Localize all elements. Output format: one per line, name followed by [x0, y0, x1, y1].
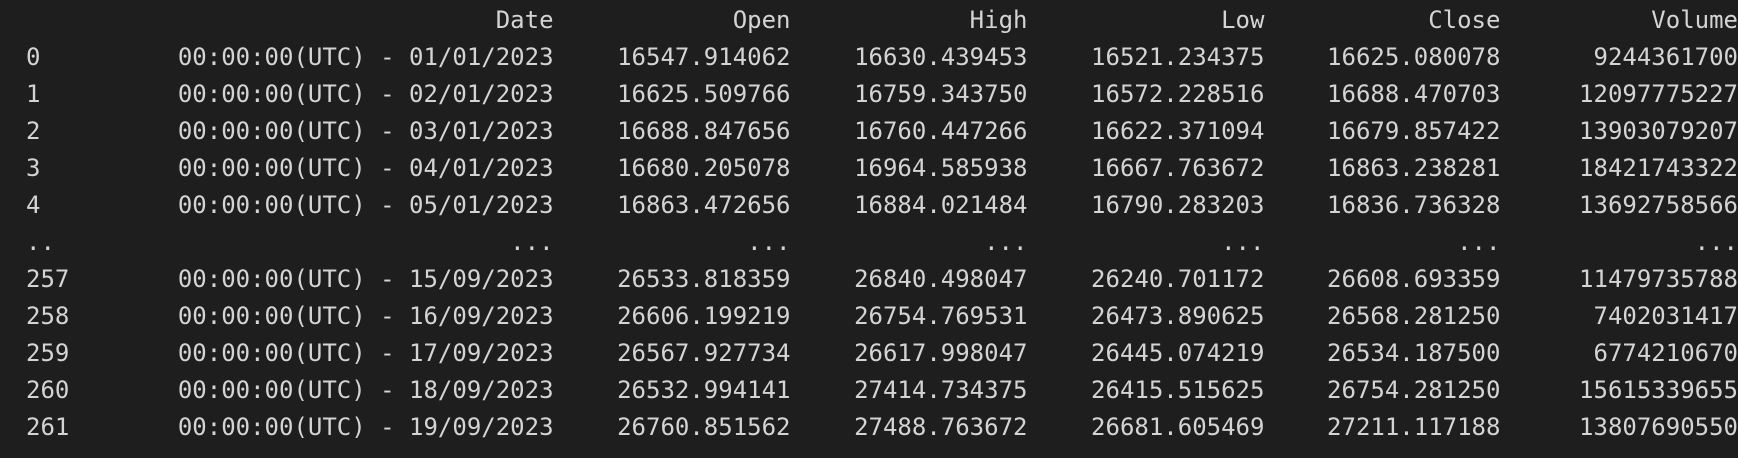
- close-cell: 26568.281250: [1327, 302, 1501, 330]
- open-header: Open: [732, 6, 791, 34]
- low-cell: 26445.074219: [1091, 339, 1265, 367]
- open-cell: ...: [747, 228, 791, 256]
- low-cell: 26240.701172: [1091, 265, 1265, 293]
- close-cell: 16836.736328: [1327, 191, 1501, 219]
- volume-cell: 13903079207: [1579, 117, 1738, 145]
- volume-cell: 18421743322: [1579, 154, 1738, 182]
- high-cell: 26754.769531: [854, 302, 1028, 330]
- low-cell: 16667.763672: [1091, 154, 1265, 182]
- row-index: 2: [26, 117, 41, 145]
- open-cell: 16625.509766: [617, 80, 791, 108]
- high-cell: 16964.585938: [854, 154, 1028, 182]
- row-index: 258: [26, 302, 70, 330]
- low-cell: 26415.515625: [1091, 376, 1265, 404]
- high-cell: 27414.734375: [854, 376, 1028, 404]
- high-header: High: [969, 6, 1028, 34]
- high-cell: 16760.447266: [854, 117, 1028, 145]
- volume-cell: 9244361700: [1593, 43, 1738, 71]
- table-row: 4 00:00:00(UTC) - 05/01/2023 16863.472656 1…: [26, 187, 1738, 224]
- volume-header: Volume: [1651, 6, 1738, 34]
- volume-cell: 13692758566: [1579, 191, 1738, 219]
- volume-cell: ...: [1694, 228, 1738, 256]
- date-header: Date: [495, 6, 554, 34]
- table-row: 258 00:00:00(UTC) - 16/09/2023 26606.19921…: [26, 298, 1738, 335]
- open-cell: 16863.472656: [617, 191, 791, 219]
- date-cell: 00:00:00(UTC) - 19/09/2023: [177, 413, 554, 441]
- low-header: Low: [1221, 6, 1265, 34]
- open-cell: 26606.199219: [617, 302, 791, 330]
- volume-cell: 13807690550: [1579, 413, 1738, 441]
- row-index: 0: [26, 43, 41, 71]
- date-cell: 00:00:00(UTC) - 16/09/2023: [177, 302, 554, 330]
- table-row: 1 00:00:00(UTC) - 02/01/2023 16625.509766 1…: [26, 76, 1738, 113]
- date-cell: 00:00:00(UTC) - 03/01/2023: [177, 117, 554, 145]
- low-cell: 16622.371094: [1091, 117, 1265, 145]
- table-row: 260 00:00:00(UTC) - 18/09/2023 26532.99414…: [26, 372, 1738, 409]
- volume-cell: 11479735788: [1579, 265, 1738, 293]
- row-index: 261: [26, 413, 70, 441]
- table-row: 2 00:00:00(UTC) - 03/01/2023 16688.847656 1…: [26, 113, 1738, 150]
- open-cell: 26760.851562: [617, 413, 791, 441]
- close-cell: 16688.470703: [1327, 80, 1501, 108]
- dataframe-table: Date Open High Low Close Volume 0 00:00:0…: [26, 2, 1738, 446]
- open-cell: 16547.914062: [617, 43, 791, 71]
- high-cell: 26617.998047: [854, 339, 1028, 367]
- date-cell: 00:00:00(UTC) - 05/01/2023: [177, 191, 554, 219]
- close-cell: 26534.187500: [1327, 339, 1501, 367]
- close-header: Close: [1428, 6, 1501, 34]
- table-row: 257 00:00:00(UTC) - 15/09/2023 26533.81835…: [26, 261, 1738, 298]
- volume-cell: 12097775227: [1579, 80, 1738, 108]
- row-index: ..: [26, 228, 55, 256]
- volume-cell: 15615339655: [1579, 376, 1738, 404]
- volume-cell: 6774210670: [1593, 339, 1738, 367]
- table-row: 259 00:00:00(UTC) - 17/09/2023 26567.92773…: [26, 335, 1738, 372]
- close-cell: 26754.281250: [1327, 376, 1501, 404]
- date-cell: 00:00:00(UTC) - 15/09/2023: [177, 265, 554, 293]
- low-cell: 16790.283203: [1091, 191, 1265, 219]
- high-cell: 16759.343750: [854, 80, 1028, 108]
- row-index: 3: [26, 154, 41, 182]
- table-row: 3 00:00:00(UTC) - 04/01/2023 16680.205078 1…: [26, 150, 1738, 187]
- low-cell: 16521.234375: [1091, 43, 1265, 71]
- index-header: [26, 2, 103, 39]
- open-cell: 26532.994141: [617, 376, 791, 404]
- open-cell: 26533.818359: [617, 265, 791, 293]
- table-row: ....................: [26, 224, 1738, 261]
- low-cell: 26473.890625: [1091, 302, 1265, 330]
- open-cell: 16688.847656: [617, 117, 791, 145]
- close-cell: 16625.080078: [1327, 43, 1501, 71]
- high-cell: 27488.763672: [854, 413, 1028, 441]
- low-cell: ...: [1221, 228, 1265, 256]
- high-cell: 16884.021484: [854, 191, 1028, 219]
- open-cell: 16680.205078: [617, 154, 791, 182]
- table-body: 0 00:00:00(UTC) - 01/01/2023 16547.914062 1…: [26, 39, 1738, 446]
- close-cell: ...: [1457, 228, 1501, 256]
- date-cell: 00:00:00(UTC) - 17/09/2023: [177, 339, 554, 367]
- open-cell: 26567.927734: [617, 339, 791, 367]
- close-cell: 16863.238281: [1327, 154, 1501, 182]
- row-index: 4: [26, 191, 41, 219]
- date-cell: ...: [510, 228, 554, 256]
- close-cell: 16679.857422: [1327, 117, 1501, 145]
- date-cell: 00:00:00(UTC) - 04/01/2023: [177, 154, 554, 182]
- row-index: 260: [26, 376, 70, 404]
- low-cell: 16572.228516: [1091, 80, 1265, 108]
- row-index: 1: [26, 80, 41, 108]
- close-cell: 27211.117188: [1327, 413, 1501, 441]
- high-cell: 16630.439453: [854, 43, 1028, 71]
- date-cell: 00:00:00(UTC) - 02/01/2023: [177, 80, 554, 108]
- row-index: 257: [26, 265, 70, 293]
- high-cell: 26840.498047: [854, 265, 1028, 293]
- date-cell: 00:00:00(UTC) - 01/01/2023: [177, 43, 554, 71]
- table-row: 0 00:00:00(UTC) - 01/01/2023 16547.914062 1…: [26, 39, 1738, 76]
- row-index: 259: [26, 339, 70, 367]
- close-cell: 26608.693359: [1327, 265, 1501, 293]
- date-cell: 00:00:00(UTC) - 18/09/2023: [177, 376, 554, 404]
- table-header-row: Date Open High Low Close Volume: [26, 2, 1738, 39]
- low-cell: 26681.605469: [1091, 413, 1265, 441]
- table-row: 261 00:00:00(UTC) - 19/09/2023 26760.85156…: [26, 409, 1738, 446]
- high-cell: ...: [984, 228, 1028, 256]
- volume-cell: 7402031417: [1593, 302, 1738, 330]
